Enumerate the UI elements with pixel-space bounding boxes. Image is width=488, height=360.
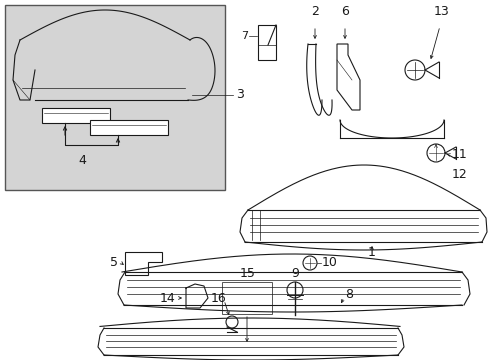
Text: 10: 10 bbox=[321, 256, 337, 270]
Text: 8: 8 bbox=[345, 288, 352, 302]
Text: 9: 9 bbox=[290, 267, 298, 280]
Text: 15: 15 bbox=[240, 267, 255, 280]
Text: 12: 12 bbox=[451, 168, 467, 181]
Text: 3: 3 bbox=[236, 89, 244, 102]
Text: 7: 7 bbox=[241, 31, 247, 41]
Text: 2: 2 bbox=[310, 5, 318, 18]
Text: 1: 1 bbox=[367, 247, 375, 260]
Text: 11: 11 bbox=[451, 148, 467, 162]
Bar bbox=[90, 120, 168, 135]
Bar bbox=[42, 108, 110, 123]
Text: 16: 16 bbox=[210, 292, 225, 305]
FancyBboxPatch shape bbox=[258, 25, 275, 60]
Text: 4: 4 bbox=[78, 153, 86, 166]
Bar bbox=[222, 282, 271, 314]
Text: 5: 5 bbox=[110, 256, 118, 269]
Text: 6: 6 bbox=[340, 5, 348, 18]
Text: 14: 14 bbox=[159, 292, 175, 305]
Text: 13: 13 bbox=[433, 5, 449, 18]
Bar bbox=[5, 5, 224, 190]
